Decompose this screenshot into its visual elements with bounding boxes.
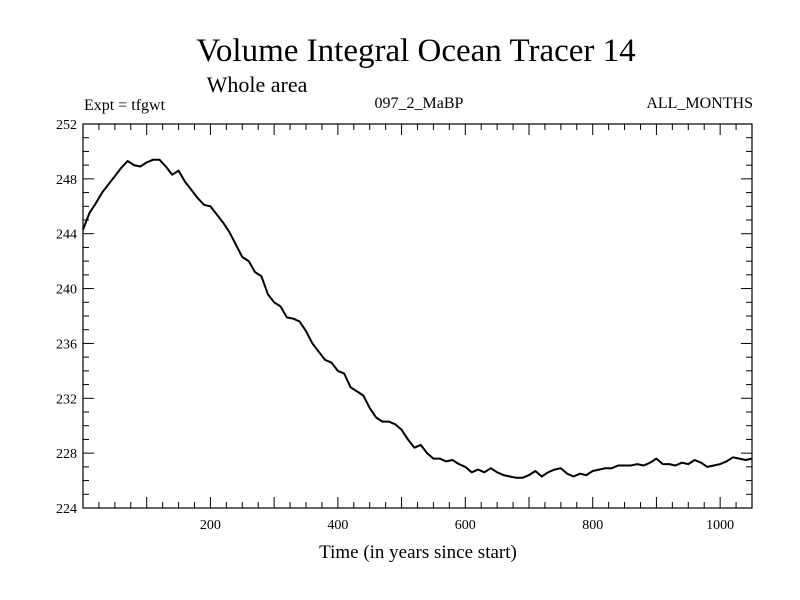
chart-title: Volume Integral Ocean Tracer 14 <box>196 33 635 69</box>
y-tick-label: 228 <box>56 447 77 462</box>
x-tick-label: 1000 <box>706 518 734 533</box>
series-line <box>82 158 753 479</box>
x-tick-label: 600 <box>455 518 476 533</box>
period-label: ALL_MONTHS <box>646 95 753 112</box>
x-tick-label: 200 <box>200 518 221 533</box>
x-tick-label: 800 <box>582 518 603 533</box>
x-tick-label: 400 <box>327 518 348 533</box>
y-tick-label: 232 <box>56 392 77 407</box>
experiment-label: Expt = tfgwt <box>84 97 166 114</box>
y-tick-label: 224 <box>56 502 77 517</box>
y-tick-label: 252 <box>56 118 77 133</box>
y-tick-label: 248 <box>56 173 77 188</box>
y-axis-ticks: 224 228 232 236 240 244 248 252 <box>56 118 752 517</box>
y-tick-label: 244 <box>56 228 77 243</box>
run-id-label: 097_2_MaBP <box>375 95 464 112</box>
chart-subtitle: Whole area <box>207 72 308 97</box>
series-layer <box>82 158 753 479</box>
plot-frame <box>82 123 753 509</box>
y-tick-label: 236 <box>56 337 77 352</box>
x-axis-label: Time (in years since start) <box>319 542 517 563</box>
x-axis-ticks: 200 400 600 800 1000 <box>98 124 737 533</box>
y-tick-label: 240 <box>56 283 77 298</box>
